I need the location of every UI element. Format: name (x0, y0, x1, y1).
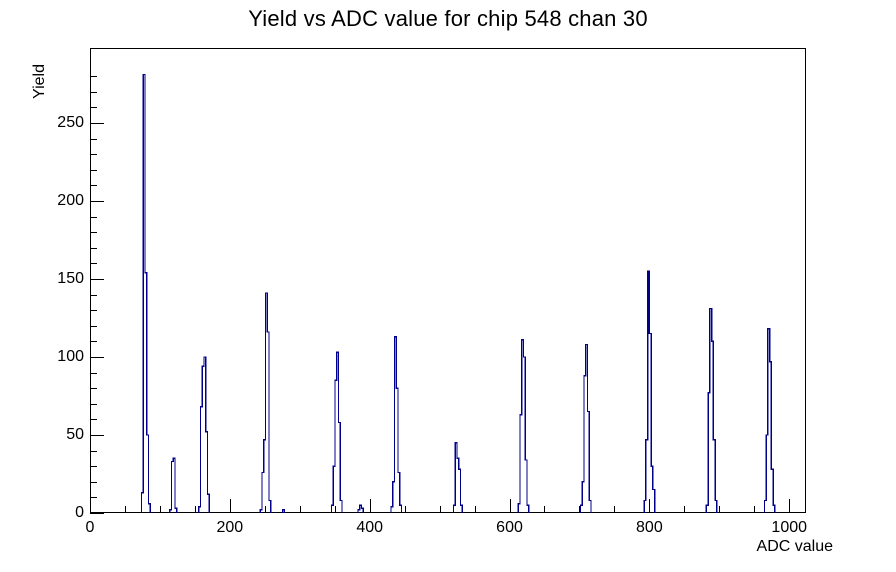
histogram-svg (90, 48, 806, 514)
histogram-cluster (579, 343, 592, 513)
histogram-cluster (643, 270, 656, 513)
histogram-cluster (390, 336, 403, 513)
histogram-cluster (198, 356, 210, 513)
histogram-cluster (282, 509, 286, 513)
x-tick-label: 0 (85, 519, 95, 536)
plot-frame (90, 48, 806, 513)
histogram-cluster (169, 457, 178, 513)
histogram-cluster (330, 351, 343, 513)
y-tick-label: 50 (66, 425, 84, 443)
x-tick-label: 200 (216, 519, 244, 536)
x-axis-title: ADC value (756, 538, 833, 555)
y-tick-label: 100 (57, 347, 84, 365)
plot-area (90, 48, 806, 514)
y-tick-label: 200 (57, 191, 84, 209)
histogram-cluster (259, 292, 272, 513)
y-tick-label: 250 (57, 113, 84, 131)
chart-title: Yield vs ADC value for chip 548 chan 30 (248, 6, 648, 31)
histogram-cluster (140, 73, 151, 513)
x-tick-label: 600 (496, 519, 523, 536)
x-tick-label: 400 (356, 519, 384, 536)
y-tick-label: 150 (57, 269, 84, 287)
x-tick-label: 800 (636, 519, 663, 536)
histogram-cluster (763, 328, 776, 513)
histogram-cluster (357, 504, 364, 513)
y-tick-label: 0 (75, 504, 84, 521)
histogram-cluster (517, 339, 530, 513)
x-tick-label: 1000 (771, 519, 808, 536)
histogram-cluster (452, 442, 463, 513)
histogram-cluster (705, 307, 718, 513)
y-axis-title: Yield (31, 64, 48, 99)
